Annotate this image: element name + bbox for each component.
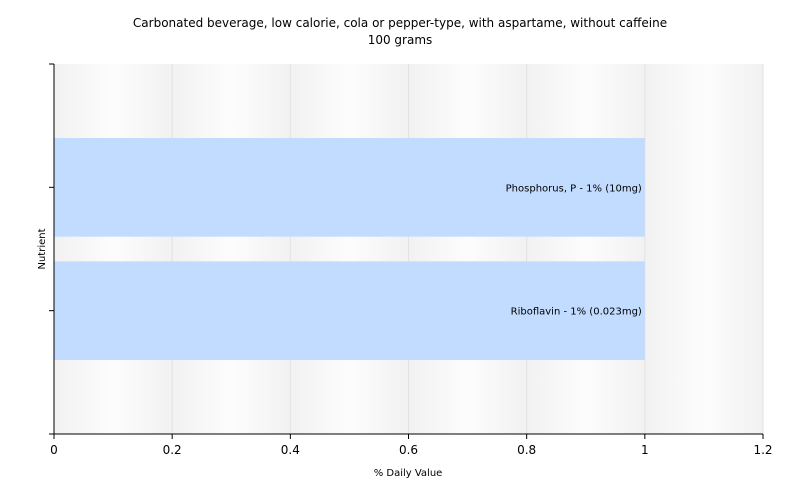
bar-label: Riboflavin - 1% (0.023mg) [511, 307, 642, 318]
grid-band [408, 64, 527, 434]
x-axis-ticks: 0 0.2 0.4 0.6 0.8 1 1.2 [50, 434, 773, 457]
grid-band [644, 64, 763, 434]
chart-title: Carbonated beverage, low calorie, cola o… [133, 16, 667, 30]
grid-band [54, 64, 173, 434]
x-tick-label: 1 [641, 443, 649, 457]
y-axis-label: Nutrient [37, 228, 48, 269]
y-axis-ticks [49, 63, 54, 435]
x-tick-label: 0.4 [281, 443, 300, 457]
grid-band [526, 64, 645, 434]
x-tick-label: 0.6 [399, 443, 418, 457]
bar [54, 138, 645, 237]
grid-band [290, 64, 409, 434]
bars: Phosphorus, P - 1% (10mg) Riboflavin - 1%… [54, 138, 645, 360]
grid-lines [54, 64, 764, 434]
x-tick-label: 0 [50, 443, 58, 457]
x-tick-label: 1.2 [753, 443, 772, 457]
grid-band [172, 64, 291, 434]
x-axis-label: % Daily Value [374, 468, 443, 479]
x-tick-label: 0.2 [163, 443, 182, 457]
bar-label: Phosphorus, P - 1% (10mg) [506, 183, 642, 194]
bar [54, 261, 645, 360]
x-tick-label: 0.8 [517, 443, 536, 457]
chart-subtitle: 100 grams [368, 33, 433, 47]
